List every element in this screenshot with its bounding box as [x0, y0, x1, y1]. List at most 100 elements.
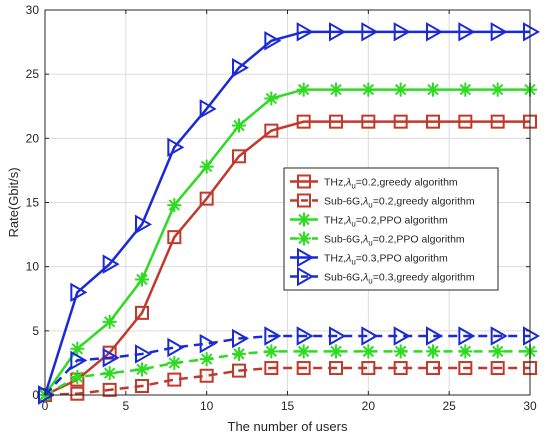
data-point-marker	[361, 361, 376, 376]
x-tick-label: 5	[122, 399, 129, 413]
data-point-marker	[135, 379, 149, 394]
data-point-marker	[135, 362, 149, 377]
data-point-marker	[426, 114, 440, 129]
data-point-marker	[199, 99, 217, 119]
data-point-marker	[167, 372, 182, 387]
data-point-marker	[167, 137, 185, 158]
legend-label: Sub-6G,λu=0.2,PPO algorithm	[324, 234, 465, 248]
data-point-marker	[232, 58, 250, 78]
legend-label-subscript: u	[368, 201, 372, 210]
legend-item: Sub-6G,λu=0.2,PPO algorithm	[290, 231, 465, 248]
data-point-marker	[329, 361, 343, 376]
data-point-marker	[199, 333, 217, 354]
data-point-marker	[393, 361, 408, 376]
series-line	[44, 334, 530, 396]
legend-marker	[297, 193, 311, 208]
x-tick-label: 25	[442, 399, 456, 413]
x-tick-label: 10	[200, 399, 214, 413]
data-point-marker	[296, 22, 314, 42]
legend-label-suffix: =0.3,greedy algorithm	[373, 272, 475, 284]
legend-label: THz,λu=0.2,greedy algorithm	[324, 177, 458, 191]
legend-label-prefix: THz,	[324, 177, 346, 189]
data-point-marker	[361, 114, 376, 129]
legend-label-suffix: =0.2,PPO algorithm	[373, 234, 465, 246]
y-tick-label: 30	[26, 3, 40, 17]
data-point-marker	[458, 82, 473, 97]
data-point-marker	[296, 82, 311, 97]
data-point-marker	[490, 361, 505, 376]
data-point-marker	[393, 22, 411, 42]
data-point-marker	[135, 305, 149, 320]
legend-box	[283, 167, 499, 291]
data-point-marker	[264, 123, 279, 138]
legend-label: THz,λu=0.3,PPO algorithm	[324, 253, 448, 267]
data-point-marker	[102, 366, 117, 381]
legend-label: THz,λu=0.2,PPO algorithm	[324, 215, 448, 229]
data-point-marker	[167, 230, 182, 245]
data-point-marker	[361, 344, 376, 359]
data-point-marker	[102, 348, 120, 368]
legend-label-subscript: u	[351, 220, 355, 229]
data-point-marker	[70, 370, 85, 385]
series-line	[43, 30, 530, 396]
data-point-marker	[70, 386, 85, 401]
y-tick-label: 15	[26, 196, 40, 210]
data-point-marker	[361, 82, 376, 97]
data-point-marker	[296, 361, 311, 376]
data-point-marker	[232, 118, 246, 133]
data-point-marker	[102, 382, 117, 397]
lambda-symbol: λ	[362, 234, 368, 246]
legend-label: Sub-6G,λu=0.3,greedy algorithm	[324, 272, 475, 286]
data-point-marker	[296, 344, 311, 359]
data-point-marker	[135, 214, 153, 235]
series-layer	[38, 22, 541, 405]
legend-label: Sub-6G,λu=0.2,greedy algorithm	[324, 196, 475, 210]
legend-label-prefix: THz,	[324, 215, 346, 227]
y-tick-label: 25	[26, 67, 40, 81]
lambda-symbol: λ	[362, 196, 368, 208]
legend-label-suffix: =0.2,PPO algorithm	[356, 215, 448, 227]
data-point-marker	[167, 337, 185, 358]
data-point-marker	[135, 272, 149, 287]
data-point-marker	[458, 114, 473, 129]
legend-label-prefix: THz,	[324, 253, 346, 265]
series-6	[38, 326, 541, 405]
series-line	[44, 350, 530, 397]
legend-label-subscript: u	[368, 277, 372, 286]
data-point-marker	[167, 198, 182, 213]
x-tick-label: 15	[281, 399, 295, 413]
data-point-marker	[490, 22, 508, 42]
series-line	[43, 88, 530, 396]
legend-label-prefix: Sub-6G,	[324, 234, 363, 246]
data-point-marker	[296, 326, 314, 346]
data-point-marker	[232, 149, 246, 164]
legend-label-prefix: Sub-6G,	[324, 272, 363, 284]
data-point-marker	[329, 326, 347, 346]
data-point-marker	[490, 114, 505, 129]
data-point-marker	[426, 82, 440, 97]
legend-label-suffix: =0.2,greedy algorithm	[356, 177, 458, 189]
data-point-marker	[458, 361, 473, 376]
legend-marker	[297, 231, 311, 246]
legend-marker	[297, 174, 311, 189]
data-point-marker	[490, 82, 505, 97]
data-point-marker	[426, 361, 440, 376]
data-point-marker	[199, 352, 214, 367]
data-point-marker	[393, 326, 411, 346]
data-point-marker	[135, 344, 153, 364]
data-point-marker	[38, 385, 56, 405]
legend-marker	[297, 266, 315, 287]
series-1	[38, 114, 537, 402]
data-point-marker	[361, 22, 379, 42]
y-axis-ticks: 0 5 10 15 20 25 30	[26, 3, 530, 402]
legend-label-subscript: u	[351, 182, 355, 191]
y-tick-label: 0	[32, 388, 39, 402]
data-point-marker	[199, 368, 214, 383]
data-point-marker	[232, 328, 250, 349]
x-tick-label: 20	[362, 399, 376, 413]
x-tick-label: 0	[42, 399, 49, 413]
data-point-marker	[167, 355, 182, 370]
legend-label-prefix: Sub-6G,	[324, 196, 363, 208]
data-point-marker	[361, 326, 379, 346]
